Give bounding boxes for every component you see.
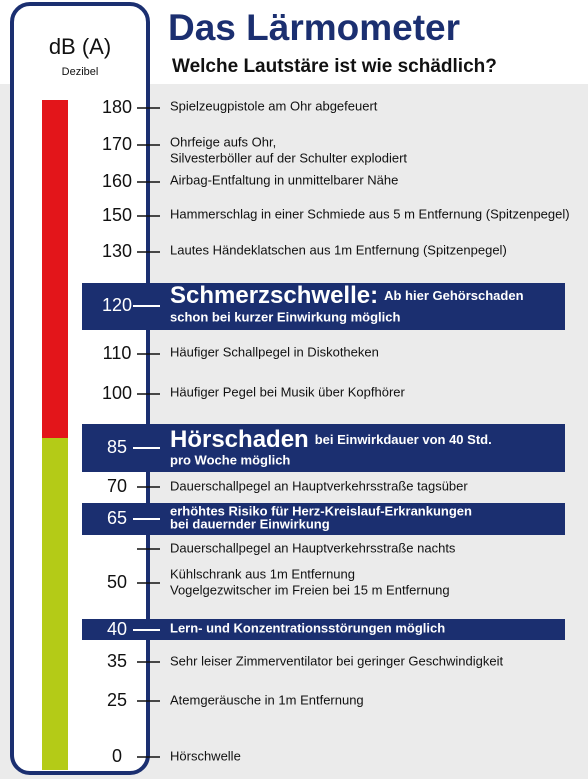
row-text: Sehr leiser Zimmerventilator bei geringe… [170, 653, 503, 668]
row-text: Silvesterböller auf der Schulter explodi… [170, 150, 407, 165]
db-value: 100 [102, 383, 132, 403]
green-bar [42, 438, 68, 770]
db-value: 35 [107, 651, 127, 671]
row-text: bei dauernder Einwirkung [170, 516, 330, 531]
subtitle: Welche Lautstäre ist wie schädlich? [172, 56, 497, 77]
db-value: 85 [107, 437, 127, 457]
row-text: Ohrfeige aufs Ohr, [170, 134, 276, 149]
db-value: 170 [102, 134, 132, 154]
row-text: Vogelgezwitscher im Freien bei 15 m Entf… [170, 582, 450, 597]
row-text: Häufiger Pegel bei Musik über Kopfhörer [170, 384, 406, 399]
db-value: 65 [107, 508, 127, 528]
title: Das Lärmometer [168, 7, 460, 48]
db-value: 25 [107, 690, 127, 710]
row-text: Kühlschrank aus 1m Entfernung [170, 566, 355, 581]
unit-name: Dezibel [62, 66, 99, 78]
headline: Hörschaden [170, 426, 309, 453]
db-value: 180 [102, 97, 132, 117]
headline-row: Schmerzschwelle: Ab hier Gehörschaden [170, 282, 524, 309]
row-text: schon bei kurzer Einwirkung möglich [170, 309, 400, 324]
db-value: 0 [112, 746, 122, 766]
row-text: Spielzeugpistole am Ohr abgefeuert [170, 98, 378, 113]
row-text: Hörschwelle [170, 748, 241, 763]
row-text: Dauerschallpegel an Hauptverkehrsstraße … [170, 540, 456, 555]
row-text: bei Einwirkdauer von 40 Std. [315, 432, 492, 447]
row-text: Atemgeräusche in 1m Entfernung [170, 692, 364, 707]
row-text: Häufiger Schallpegel in Diskotheken [170, 344, 379, 359]
row-text: Lautes Händeklatschen aus 1m Entfernung … [170, 242, 507, 257]
db-value: 70 [107, 476, 127, 496]
db-value: 130 [102, 241, 132, 261]
unit: dB (A) [49, 34, 111, 59]
row-text: Lern- und Konzentrationsstörungen möglic… [170, 620, 445, 635]
db-value: 120 [102, 295, 132, 315]
highlight-box [82, 283, 565, 330]
row-text: erhöhtes Risiko für Herz-Kreislauf-Erkra… [170, 503, 472, 518]
red-bar [42, 100, 68, 438]
row-text: pro Woche möglich [170, 452, 290, 467]
headline-row: Hörschaden bei Einwirkdauer von 40 Std. [170, 426, 492, 453]
row-text: Airbag-Entfaltung in unmittelbarer Nähe [170, 172, 398, 187]
db-value: 40 [107, 619, 127, 639]
highlight-box [82, 619, 565, 640]
db-value: 50 [107, 572, 127, 592]
row-text: Ab hier Gehörschaden [384, 288, 523, 303]
row-text: Hammerschlag in einer Schmiede aus 5 m E… [170, 206, 570, 221]
db-value: 160 [102, 171, 132, 191]
db-value: 110 [103, 343, 132, 363]
highlight-box [82, 503, 565, 535]
highlight-box [82, 424, 565, 472]
row-text: Dauerschallpegel an Hauptverkehrsstraße … [170, 478, 468, 493]
db-value: 150 [102, 205, 132, 225]
headline: Schmerzschwelle: [170, 282, 378, 309]
